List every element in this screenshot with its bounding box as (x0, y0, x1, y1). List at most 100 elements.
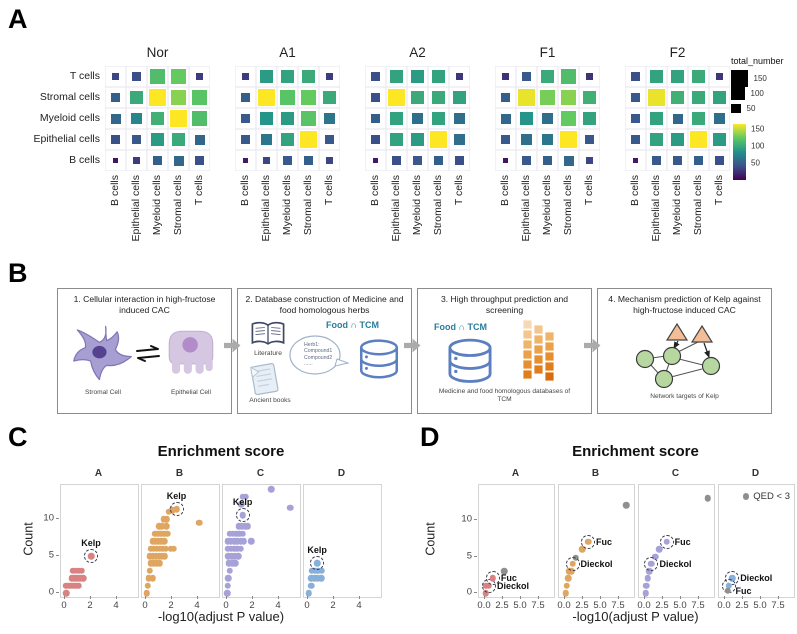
scatter-point (644, 575, 651, 582)
scatter-point (305, 589, 312, 597)
matrix-square (240, 92, 251, 103)
matrix-col-label: Myeloid cells (281, 175, 293, 236)
matrix-cell (449, 66, 470, 87)
scatter-point (145, 574, 152, 582)
panel-d-xlabel: -log10(adjust P value) (572, 609, 699, 624)
matrix-square (500, 92, 511, 103)
matrix-cell (168, 108, 189, 129)
matrix-square (517, 88, 536, 107)
matrix-col-label: B cells (239, 175, 251, 206)
matrix-square (240, 113, 251, 124)
matrix-square (243, 158, 248, 163)
scatter-point (317, 574, 325, 582)
x-tick-mark (307, 596, 308, 599)
matrix-col-label: T cells (713, 175, 725, 206)
matrix-cell (709, 150, 730, 171)
matrix-square (195, 72, 204, 81)
panel-b-label: B (8, 258, 28, 288)
viridis-colorbar (733, 124, 746, 180)
annotation-label: Kelp (307, 545, 327, 556)
matrix-square (431, 90, 446, 105)
matrix-square (169, 109, 188, 128)
matrix-cell (667, 150, 688, 171)
matrix-title: F2 (669, 45, 686, 60)
matrix-cell (407, 129, 428, 150)
matrix-cell (189, 66, 210, 87)
x-tick-mark (742, 596, 743, 599)
matrix-square (324, 113, 335, 124)
matrix-square (630, 113, 641, 124)
scatter-point (143, 589, 150, 597)
scatter-facet: Dieckol Fuc (478, 484, 555, 598)
matrix-title: A2 (409, 45, 426, 60)
scatter-point (163, 515, 171, 523)
matrix-cell (386, 150, 407, 171)
qed-legend-dot-icon (742, 493, 750, 500)
matrix-cell (667, 87, 688, 108)
scatter-point (161, 552, 169, 560)
matrix-grid (365, 66, 470, 171)
annotation-label: Kelp (232, 497, 253, 508)
matrix-square (324, 134, 335, 145)
matrix-cell (235, 66, 256, 87)
matrix-square (301, 111, 316, 126)
matrix-square (649, 132, 664, 147)
matrix-cell (105, 150, 126, 171)
matrix-square (387, 88, 406, 107)
matrix-square (257, 88, 276, 107)
matrix-cell (126, 108, 147, 129)
matrix-square (280, 69, 295, 84)
matrix-cell (365, 108, 386, 129)
colorbar-legend: 150 100 50 (731, 124, 795, 194)
matrix-row-label: T cells (69, 70, 100, 82)
facet-label: B (175, 468, 184, 479)
matrix-grid (105, 66, 210, 171)
matrix-square (713, 133, 726, 146)
annotation-label: Dieckol (580, 558, 613, 569)
x-tick-mark (90, 596, 91, 599)
matrix-cell (449, 129, 470, 150)
matrix-cell (168, 87, 189, 108)
x-tick-mark (644, 596, 645, 599)
box1-title: 1. Cellular interaction in high-fructose… (73, 294, 216, 315)
scatter-point-gray (501, 567, 508, 575)
colorbar-tick-label: 100 (751, 141, 765, 151)
panel-c-title: Enrichment score (157, 443, 285, 460)
matrix-grid (235, 66, 340, 171)
matrix-square (582, 111, 597, 126)
matrix-cell (709, 66, 730, 87)
matrix-square (282, 155, 293, 166)
matrix-col-label: B cells (109, 175, 121, 206)
scatter-point (146, 567, 154, 575)
scatter-point (196, 519, 203, 526)
x-tick-mark (600, 596, 601, 599)
box1-caption-left: Stromal Cell (85, 389, 121, 396)
box2-title: 2. Database construction of Medicine and… (245, 294, 404, 315)
y-tick-mark (56, 518, 59, 519)
matrix-cell (235, 87, 256, 108)
matrix-cell (298, 129, 319, 150)
matrix-square (192, 90, 207, 105)
scatter-point (646, 567, 653, 575)
matrix-cell (168, 129, 189, 150)
workflow-box-3: 3. High throughput prediction and screen… (417, 288, 592, 414)
matrix-col-label: Myeloid cells (411, 175, 423, 236)
matrix-square (150, 69, 165, 84)
facet-label: D (337, 468, 346, 479)
x-tick-mark (252, 596, 253, 599)
x-tick-label: 5.0 (513, 600, 527, 611)
matrix-square (281, 112, 294, 125)
matrix-cell (495, 150, 516, 171)
size-legend-square (731, 86, 745, 101)
matrix-square (689, 130, 708, 149)
scatter-facet: Dieckol Fuc (558, 484, 635, 598)
annotation-ring-icon (84, 549, 98, 563)
matrix-cell (579, 150, 600, 171)
x-tick-mark (502, 596, 503, 599)
annotation-ring-icon (565, 556, 580, 571)
matrix-square (651, 155, 662, 166)
scatter-point (237, 545, 244, 552)
matrix-square (521, 155, 532, 166)
scatter-point (62, 589, 70, 597)
scatter-point (308, 582, 315, 589)
